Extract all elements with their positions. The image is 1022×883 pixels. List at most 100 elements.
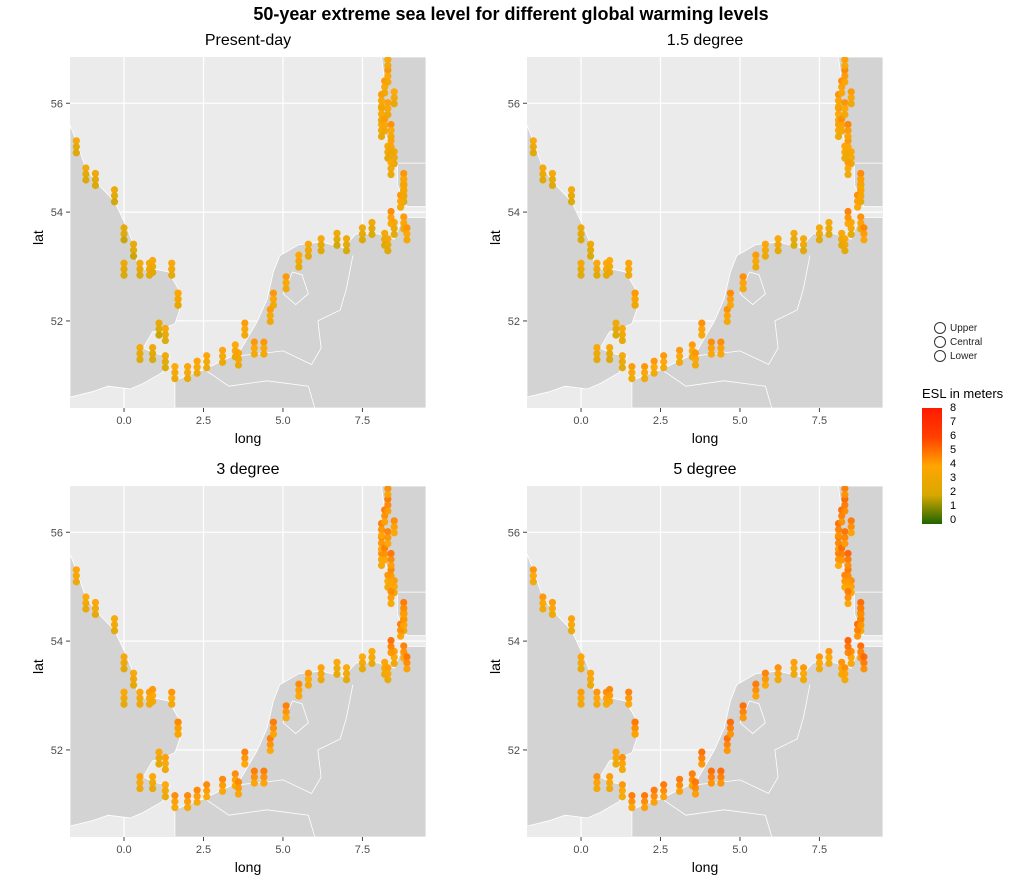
data-point (203, 781, 211, 789)
data-point (161, 765, 169, 774)
data-point (691, 361, 700, 369)
data-point (618, 759, 626, 768)
data-point (381, 658, 389, 666)
data-point (844, 642, 852, 651)
data-point (790, 229, 798, 237)
data-point (625, 259, 633, 267)
data-point (400, 610, 408, 619)
data-point (606, 256, 614, 265)
data-point (260, 779, 268, 787)
data-point (333, 235, 341, 243)
data-point (384, 501, 392, 509)
y-tick-label: 56 (51, 98, 63, 110)
data-point (384, 241, 392, 249)
data-point (149, 784, 157, 793)
data-point (847, 94, 855, 102)
data-point (218, 775, 227, 783)
data-point (387, 555, 395, 564)
circle-icon (934, 322, 946, 335)
data-point (825, 653, 833, 662)
data-point (234, 778, 243, 786)
data-point (844, 578, 852, 586)
data-point (168, 694, 176, 702)
data-point (387, 170, 395, 179)
border-netherlands (689, 255, 811, 366)
data-point (231, 770, 239, 778)
data-point (815, 659, 824, 667)
data-point (234, 361, 243, 369)
data-point (577, 653, 585, 661)
data-point (841, 540, 849, 548)
data-point (218, 346, 227, 354)
data-point (857, 169, 865, 178)
data-point (844, 636, 852, 645)
data-point (577, 694, 585, 702)
data-point (847, 230, 855, 239)
data-point (834, 531, 843, 540)
data-point (333, 670, 341, 678)
data-point (841, 670, 849, 678)
data-point (844, 207, 852, 216)
data-point (606, 262, 614, 271)
data-point (234, 349, 243, 357)
data-point (377, 102, 386, 111)
data-point (387, 587, 395, 596)
data-point (234, 784, 243, 792)
data-point (129, 252, 138, 260)
data-point (606, 697, 614, 706)
data-point (403, 230, 411, 238)
data-point (317, 676, 325, 684)
data-point (844, 143, 852, 151)
data-point (396, 632, 405, 640)
data-point (726, 718, 735, 726)
data-point (91, 610, 100, 619)
data-point (120, 259, 128, 267)
data-point (129, 669, 138, 677)
data-point (129, 675, 138, 683)
data-point (304, 669, 312, 677)
data-point (847, 529, 855, 537)
data-point (387, 572, 395, 580)
data-point (707, 773, 715, 781)
data-point (675, 787, 684, 795)
data-point (529, 566, 537, 574)
data-point (539, 170, 547, 178)
data-point (390, 529, 398, 537)
x-tick-label: 2.5 (653, 844, 668, 856)
data-point (295, 680, 303, 688)
data-point (593, 265, 601, 273)
data-point (72, 149, 80, 157)
y-tick-label: 52 (51, 316, 63, 328)
data-point (577, 265, 585, 273)
data-point (149, 349, 157, 358)
data-point (717, 344, 725, 352)
map-panel-3-degree: 0.0 2.5 5.0 7.5 52 54 56 (51, 486, 427, 856)
data-point (384, 62, 392, 70)
data-point (82, 176, 90, 184)
data-point (723, 311, 731, 320)
colorbar-tick: 0 (950, 514, 957, 526)
data-point (844, 164, 852, 173)
data-point (120, 236, 128, 244)
data-point (844, 648, 852, 657)
map-panel-5-degree: 0.0 2.5 5.0 7.5 52 54 56 (508, 486, 884, 856)
panel-title-3: 5 degree (673, 461, 737, 478)
data-point (91, 604, 100, 613)
data-point (241, 748, 249, 756)
data-point (650, 363, 658, 371)
legend-item-central: Central (934, 336, 982, 350)
data-point (174, 295, 182, 303)
data-point (381, 550, 389, 558)
data-point (368, 647, 376, 656)
data-point (844, 593, 852, 602)
data-point (110, 186, 119, 194)
data-point (752, 263, 760, 271)
data-point (774, 670, 782, 678)
data-point (400, 192, 408, 200)
data-point (841, 491, 849, 499)
data-point (815, 224, 824, 232)
x-tick-label: 7.5 (812, 844, 827, 856)
data-point (612, 331, 620, 339)
data-point (844, 158, 852, 167)
data-point (853, 632, 862, 640)
